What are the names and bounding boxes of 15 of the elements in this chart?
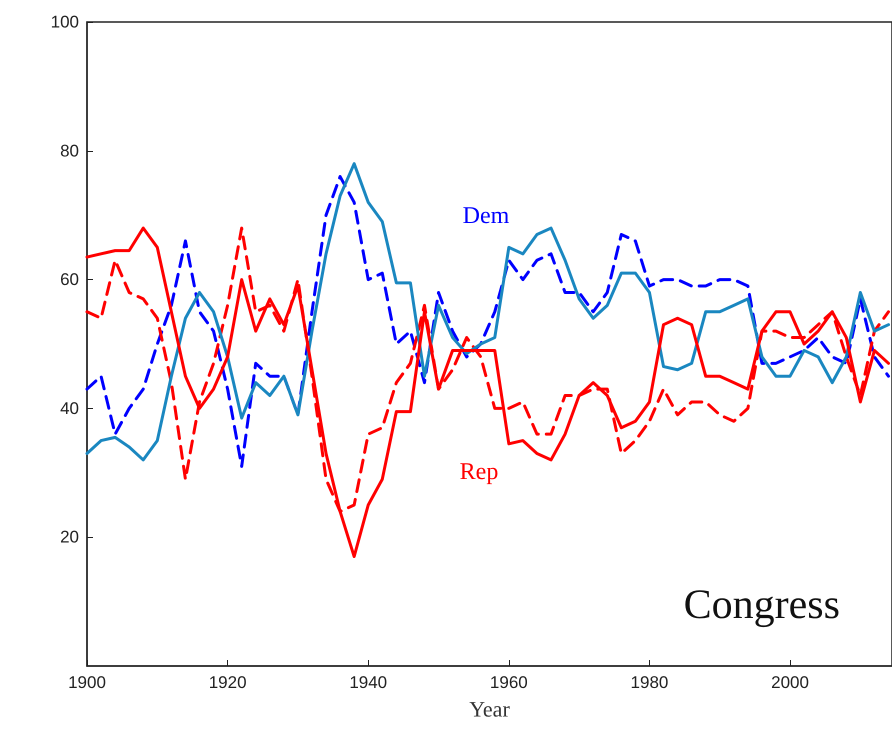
y-tick-label: 80 [60,141,79,160]
x-axis-title: Year [469,696,510,722]
x-tick-label: 1980 [630,673,668,692]
x-tick-label: 1920 [208,673,247,692]
x-tick-label: 1940 [349,673,388,692]
y-tick-label: 60 [60,270,79,290]
series-label: Rep [460,459,498,485]
x-tick-label: 1960 [490,673,528,692]
series-label: Dem [462,203,510,229]
y-tick-label: 100 [50,12,79,32]
x-tick-label: 1900 [68,673,106,692]
annotation: Congress [684,582,840,628]
y-tick-label: 40 [60,398,79,418]
y-tick-label: 20 [60,528,79,547]
x-tick-label: 2000 [771,673,809,692]
